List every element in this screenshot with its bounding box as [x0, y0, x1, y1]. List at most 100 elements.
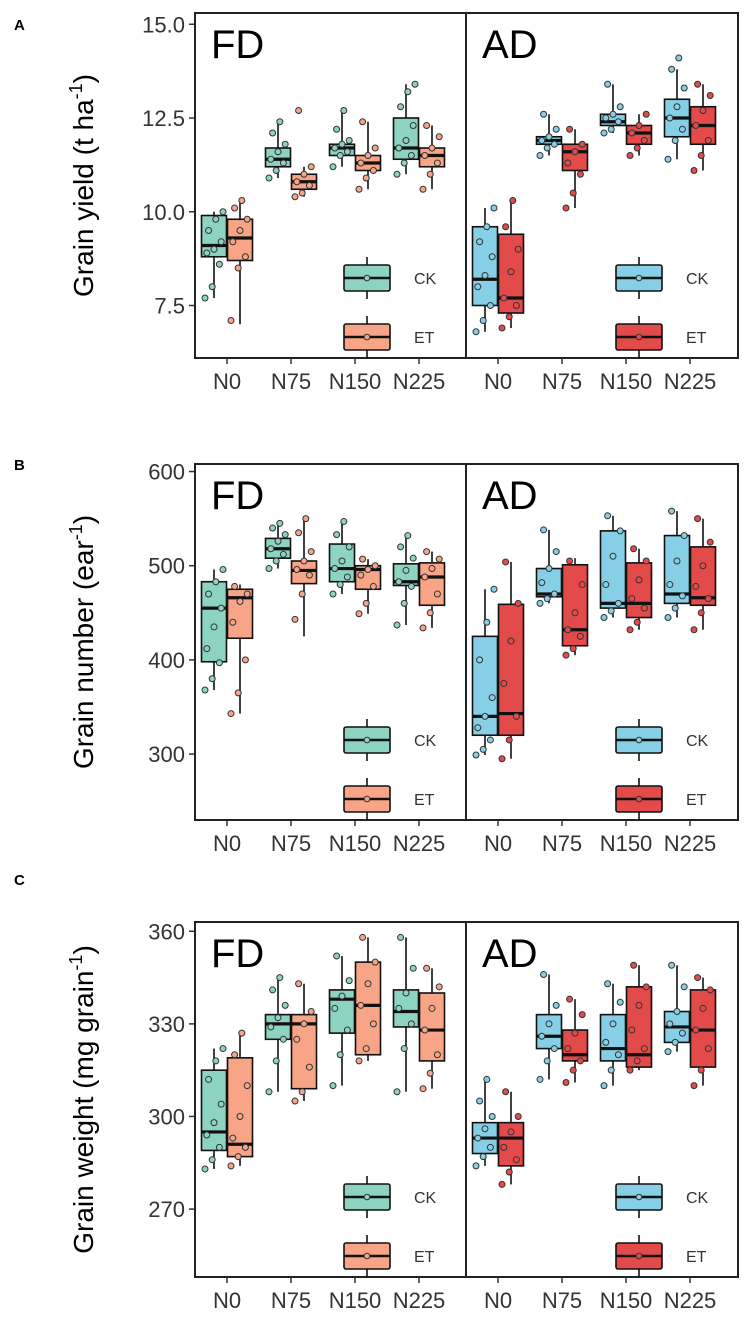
box-ET-N0	[497, 197, 525, 332]
box-ET-N225	[689, 515, 717, 634]
data-point	[395, 578, 403, 586]
data-point	[419, 1085, 427, 1093]
data-point	[243, 1082, 251, 1090]
box-ET-N225	[689, 80, 717, 174]
data-point	[291, 193, 299, 201]
data-point	[298, 1088, 306, 1096]
data-point	[300, 170, 308, 178]
data-point	[201, 1165, 209, 1173]
series-FD-CK	[200, 80, 420, 302]
legend-key-point	[635, 1252, 643, 1260]
data-point	[281, 140, 289, 148]
data-point	[481, 272, 489, 279]
data-point	[423, 548, 431, 556]
series-FD-ET	[226, 933, 446, 1170]
y-axis-label-main: Grain number (ear	[68, 540, 99, 769]
data-point	[616, 527, 624, 535]
data-point	[474, 1134, 482, 1142]
y-axis-label-main: Grain yield (t ha	[68, 99, 99, 297]
data-point	[671, 604, 679, 612]
data-point	[680, 532, 688, 540]
box-ET-N75	[290, 980, 318, 1105]
y-tick-label: 270	[148, 1197, 185, 1222]
data-point	[421, 573, 429, 581]
box-CK-N150	[599, 80, 627, 137]
data-point	[476, 656, 484, 664]
data-point	[298, 590, 306, 598]
x-tick-label: N0	[484, 369, 512, 394]
data-point	[630, 961, 638, 969]
y-tick-label: 330	[148, 1012, 185, 1037]
data-point	[331, 565, 339, 573]
data-point	[640, 604, 648, 612]
box-CK-N150	[328, 517, 356, 598]
x-tick-label: N150	[329, 1288, 382, 1313]
data-point	[536, 599, 544, 607]
data-point	[219, 1045, 227, 1053]
data-point	[505, 736, 513, 744]
data-point	[671, 137, 679, 144]
y-tick-label: 12.5	[142, 106, 185, 131]
y-tick-label: 7.5	[154, 294, 185, 319]
data-point	[217, 1100, 225, 1108]
data-point	[359, 118, 367, 126]
data-point	[545, 1020, 553, 1028]
data-point	[502, 223, 510, 231]
data-point	[295, 980, 303, 988]
data-point	[569, 645, 577, 653]
facet-FD: FD N0 N75 N150 N225 CK ET	[194, 12, 467, 394]
data-point	[362, 1045, 370, 1053]
data-point	[265, 1088, 273, 1096]
legend-label: CK	[686, 733, 709, 750]
box-CK-N75	[535, 526, 563, 607]
data-point	[479, 745, 487, 753]
panel-A: A Grain yield (t ha-1) 7.5 10.0 12.5 15.0 FD N0…	[14, 12, 739, 394]
box-ET-N150	[625, 545, 653, 634]
legend-key-point	[635, 274, 643, 282]
data-point	[407, 582, 415, 590]
box-CK-N0	[471, 204, 499, 336]
data-point	[697, 609, 705, 617]
data-point	[472, 751, 480, 759]
data-point	[545, 133, 553, 141]
legend-item-CK: CK	[343, 1176, 437, 1218]
data-point	[488, 1112, 496, 1120]
data-point	[694, 80, 702, 88]
data-point	[400, 1045, 408, 1053]
data-point	[364, 565, 372, 573]
data-point	[234, 264, 242, 272]
data-point	[231, 1051, 239, 1059]
data-point	[212, 578, 220, 586]
data-point	[694, 515, 702, 523]
data-point	[205, 1075, 213, 1083]
data-point	[227, 710, 235, 718]
data-point	[664, 155, 672, 163]
data-point	[241, 253, 249, 261]
box-ET-N75	[561, 557, 589, 659]
data-point	[500, 294, 508, 302]
data-point	[210, 1119, 218, 1127]
panel-letter: A	[14, 17, 25, 34]
data-point	[600, 129, 608, 137]
data-point	[642, 983, 650, 991]
data-point	[633, 618, 641, 626]
data-point	[476, 1097, 484, 1105]
data-point	[371, 144, 379, 152]
data-point	[498, 324, 506, 332]
data-point	[668, 961, 676, 969]
y-axis-label-end: )	[68, 515, 99, 524]
legend-item-CK: CK	[343, 719, 437, 761]
box-CK-N150	[599, 512, 627, 622]
data-point	[692, 122, 700, 129]
data-point	[409, 964, 417, 972]
data-point	[265, 174, 273, 182]
data-point	[474, 283, 482, 291]
data-point	[369, 582, 377, 590]
data-point	[269, 524, 277, 532]
data-point	[231, 582, 239, 590]
box-ET-N225	[418, 548, 446, 632]
data-point	[552, 125, 560, 133]
data-point	[402, 566, 410, 574]
data-point	[576, 170, 584, 178]
data-point	[706, 538, 714, 546]
